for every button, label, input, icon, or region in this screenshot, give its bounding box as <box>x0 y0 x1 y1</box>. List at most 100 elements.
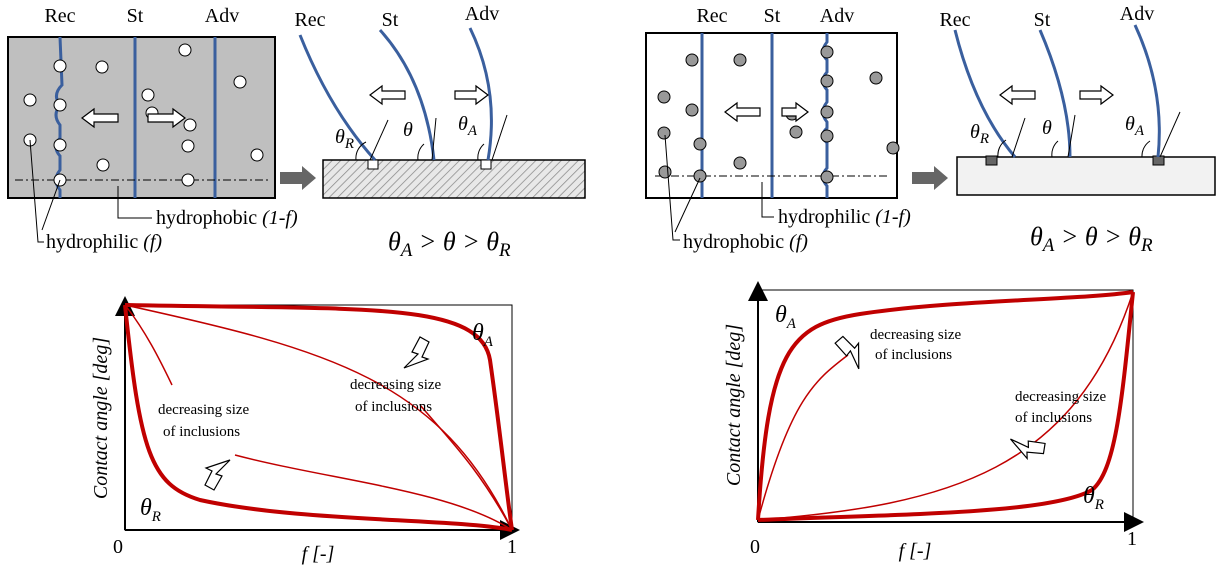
arrow <box>205 460 230 490</box>
arrow-left <box>370 86 405 104</box>
line-label: Rec <box>939 9 970 31</box>
tangent <box>370 115 507 160</box>
curve-thin <box>758 355 848 520</box>
right-droplet: Rec St Adv θR θ θA θA > θ > θR <box>939 3 1215 256</box>
relation: θA > θ > θR <box>388 227 511 261</box>
arrow <box>830 335 868 369</box>
line-label: Adv <box>205 5 239 27</box>
inclusion <box>251 149 263 161</box>
tangent <box>1012 112 1180 157</box>
line-label: Adv <box>1120 3 1154 25</box>
curve-label: θA <box>472 320 494 350</box>
figure: Rec St Adv hydrophobic (1-f) hydrophilic… <box>0 0 1217 571</box>
inclusion <box>368 160 378 169</box>
x-tick-label: 0 <box>750 536 760 558</box>
curve-label: θR <box>1083 483 1104 513</box>
inclusion <box>182 174 194 186</box>
region-label: hydrophobic (f) <box>683 231 808 253</box>
inclusion <box>686 54 698 66</box>
angle-arc <box>356 142 484 160</box>
annotation: decreasing size <box>158 402 250 418</box>
line-label: Rec <box>696 5 727 27</box>
angle-label: θ <box>403 119 413 141</box>
curve-label: θR <box>140 495 161 525</box>
inclusion <box>54 139 66 151</box>
annotation: of inclusions <box>355 399 432 415</box>
inclusion <box>658 91 670 103</box>
right-plot: θA θR decreasing size of inclusions decr… <box>723 285 1140 562</box>
inclusion <box>1153 156 1164 165</box>
annotation: decreasing size <box>350 377 442 393</box>
arrow <box>1010 428 1048 462</box>
inclusion <box>234 76 246 88</box>
line-label: St <box>1034 9 1051 31</box>
surface <box>8 37 275 198</box>
angle-label: θ <box>1042 117 1052 139</box>
relation: θA > θ > θR <box>1030 222 1153 256</box>
angle-arc <box>998 140 1150 157</box>
x-tick-label: 0 <box>113 536 123 558</box>
inclusion <box>24 94 36 106</box>
inclusion <box>734 54 746 66</box>
line-label: Rec <box>294 9 325 31</box>
annotation: decreasing size <box>1015 389 1107 405</box>
inclusion <box>179 44 191 56</box>
inclusion <box>790 126 802 138</box>
gray-arrow <box>280 166 316 190</box>
x-label: f [-] <box>302 543 335 565</box>
inclusion <box>54 60 66 72</box>
y-label: Contact angle [deg] <box>90 337 112 499</box>
line-label: St <box>127 5 144 27</box>
inclusion <box>96 61 108 73</box>
annotation: decreasing size <box>870 327 962 343</box>
region-label: hydrophobic (1-f) <box>156 207 298 229</box>
inclusion <box>686 104 698 116</box>
line-label: Adv <box>820 5 854 27</box>
arrow-right <box>455 86 488 104</box>
arrow-right <box>1080 86 1113 104</box>
inclusion <box>821 75 833 87</box>
annotation: of inclusions <box>875 347 952 363</box>
inclusion <box>182 140 194 152</box>
inclusion <box>821 106 833 118</box>
left-droplet: Rec St Adv θR θ θA θA > θ > θR <box>294 3 585 261</box>
x-tick-label: 1 <box>1127 528 1137 550</box>
angle-label: θA <box>458 113 478 139</box>
inclusion <box>54 99 66 111</box>
right-schematic: Rec St Adv hydrophilic (1-f) hydrophobic… <box>646 5 948 253</box>
gray-arrow <box>912 166 948 190</box>
inclusion <box>142 89 154 101</box>
angle-label: θR <box>970 121 989 147</box>
region-label: hydrophilic (1-f) <box>778 206 911 228</box>
inclusion <box>694 170 706 182</box>
inclusion <box>481 160 491 169</box>
line-label: Adv <box>465 3 499 25</box>
left-plot: θA θR decreasing size of inclusions decr… <box>90 300 517 565</box>
inclusion <box>734 157 746 169</box>
arrow <box>404 337 429 368</box>
frame <box>758 290 1133 522</box>
region-label: hydrophilic (f) <box>46 231 162 253</box>
line-label: St <box>382 9 399 31</box>
x-label: f [-] <box>899 540 932 562</box>
inclusion <box>184 119 196 131</box>
inclusion <box>97 159 109 171</box>
inclusion <box>821 130 833 142</box>
inclusion <box>986 156 997 165</box>
angle-label: θA <box>1125 113 1145 139</box>
substrate <box>323 160 585 198</box>
y-label: Contact angle [deg] <box>723 324 745 486</box>
left-schematic: Rec St Adv hydrophobic (1-f) hydrophilic… <box>8 5 316 253</box>
arrow-left <box>1000 86 1035 104</box>
inclusion <box>821 171 833 183</box>
line-label: Rec <box>44 5 75 27</box>
annotation: of inclusions <box>1015 410 1092 426</box>
line-label: St <box>764 5 781 27</box>
annotation: of inclusions <box>163 424 240 440</box>
inclusion <box>658 127 670 139</box>
x-tick-label: 1 <box>507 536 517 558</box>
inclusion <box>694 138 706 150</box>
curve-label: θA <box>775 302 797 332</box>
inclusion <box>659 166 671 178</box>
inclusion <box>821 46 833 58</box>
